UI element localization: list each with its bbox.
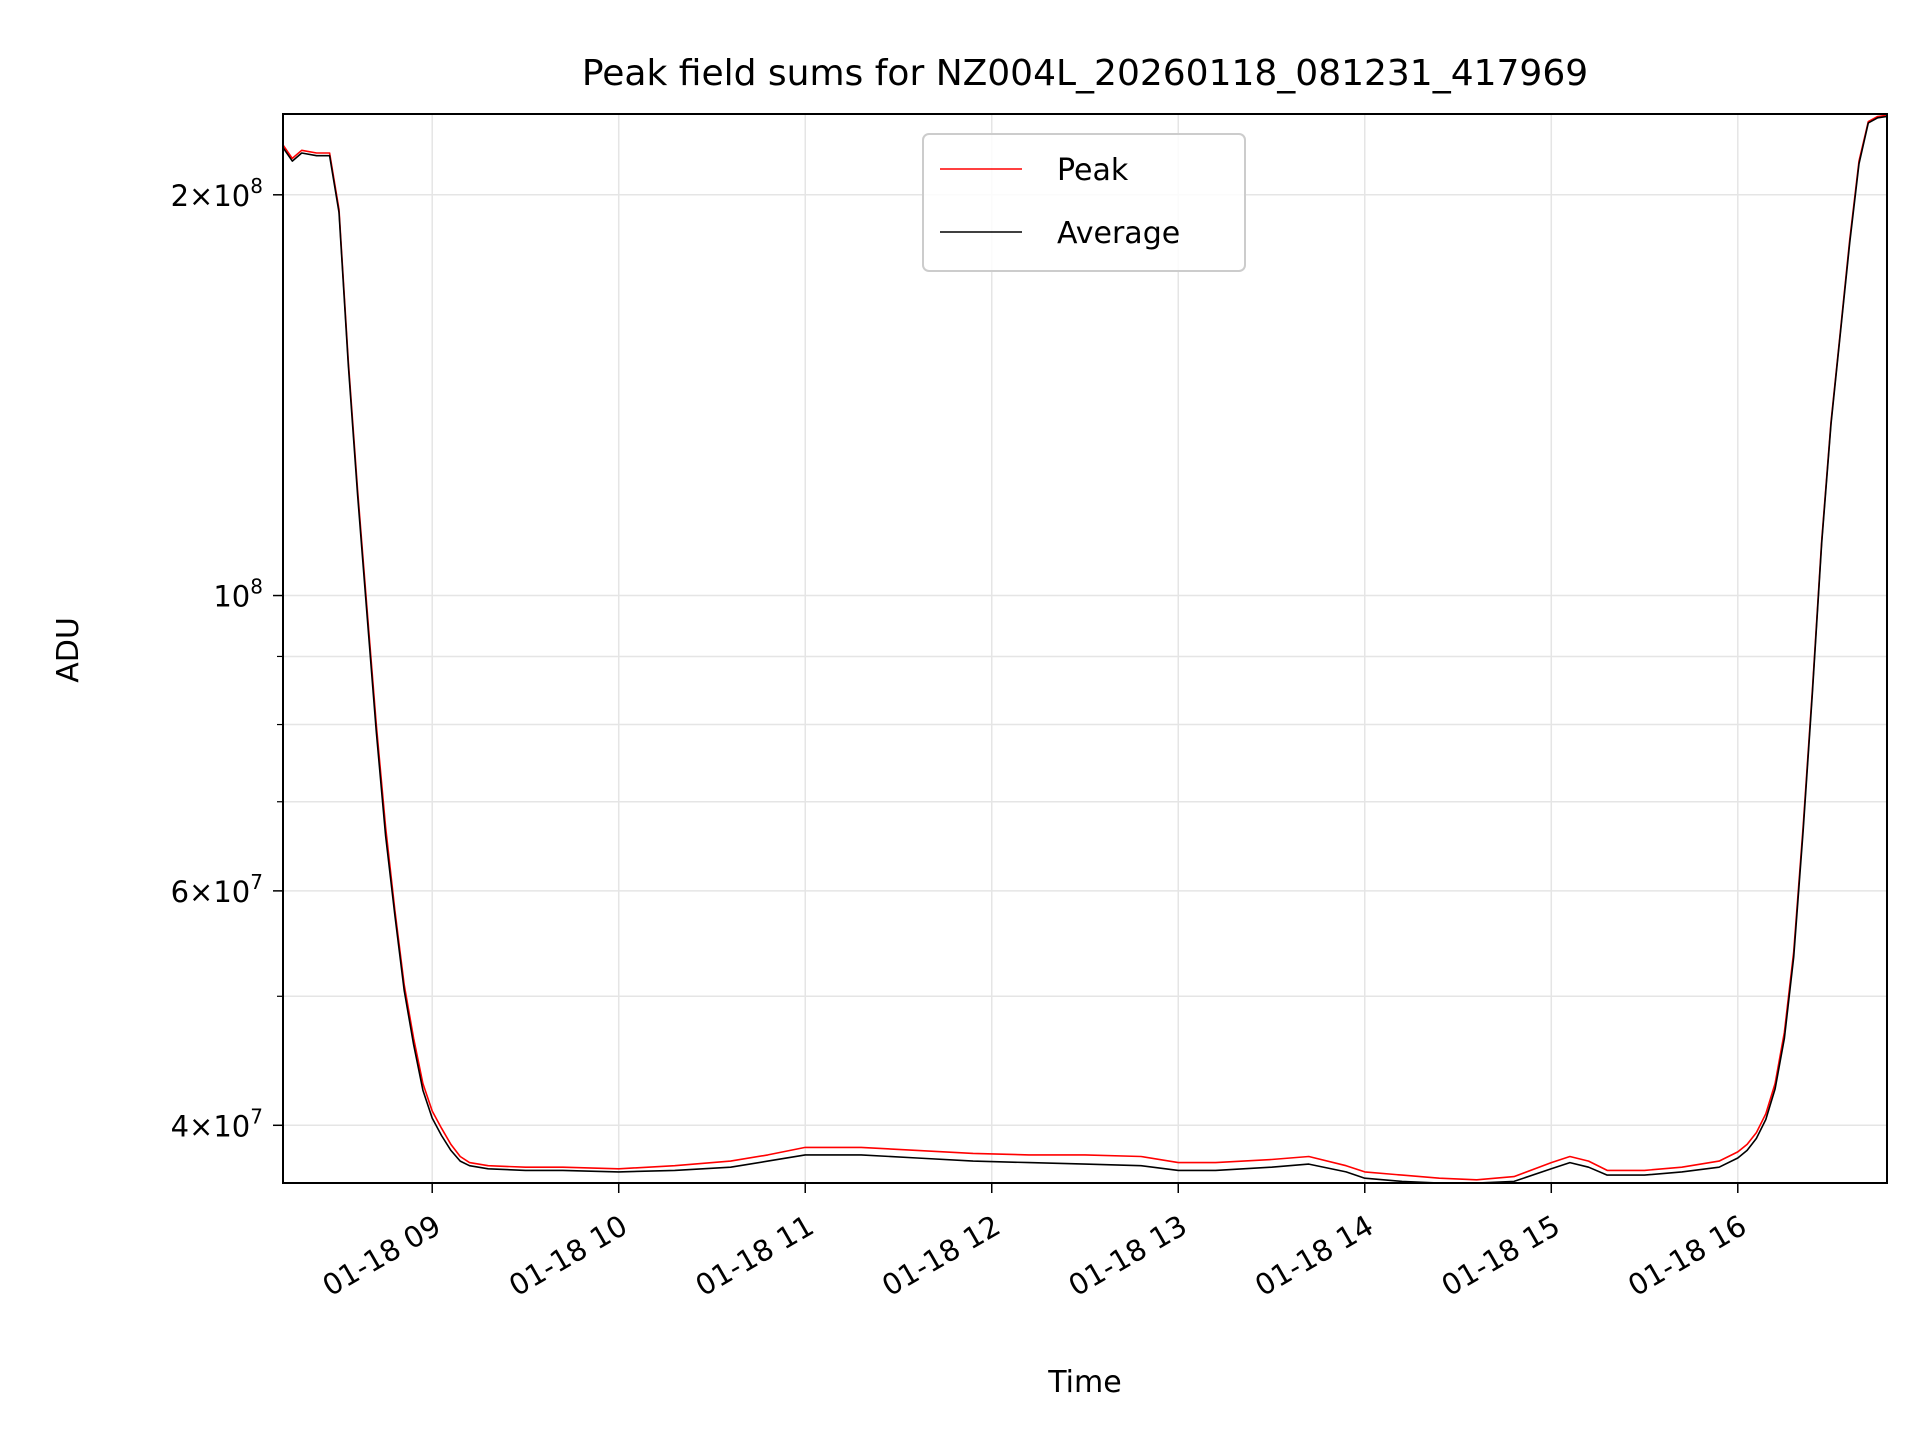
legend: Peak Average bbox=[922, 133, 1246, 272]
y-tick-label: 4×107 bbox=[171, 1104, 263, 1143]
legend-peak-label: Peak bbox=[1057, 153, 1129, 188]
plot-frame bbox=[282, 113, 1888, 1184]
y-tick-label: 6×107 bbox=[171, 870, 263, 909]
series-group bbox=[283, 114, 1887, 1183]
y-tick-label: 2×108 bbox=[171, 174, 263, 213]
grid bbox=[283, 114, 1887, 1183]
x-axis-label: Time bbox=[1047, 1365, 1121, 1400]
y-axis-label: ADU bbox=[51, 617, 86, 683]
y-tick-label: 108 bbox=[213, 575, 263, 614]
legend-average-label: Average bbox=[1057, 216, 1180, 251]
chart-title: Peak field sums for NZ004L_20260118_0812… bbox=[582, 53, 1588, 94]
series-line-average bbox=[283, 115, 1887, 1183]
